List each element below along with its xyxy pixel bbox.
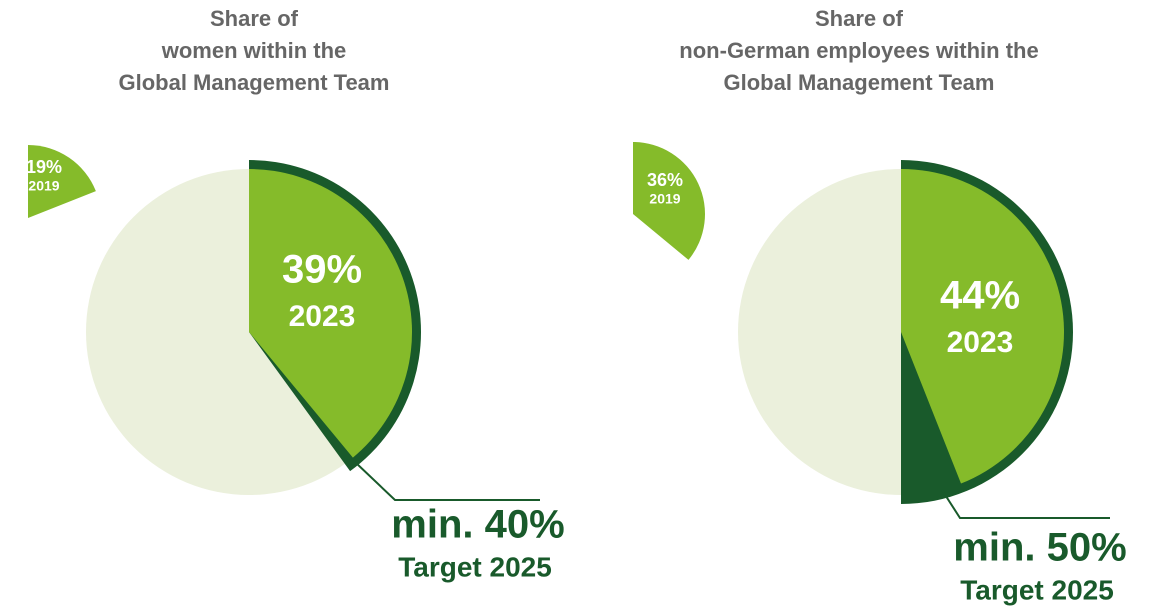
target-value-label: min. 50% xyxy=(953,526,1126,570)
chart-title: Global Management Team xyxy=(724,70,995,95)
chart-title: Share of xyxy=(210,6,299,31)
current-value-label: 39% xyxy=(282,248,362,292)
past-year-label: 2019 xyxy=(28,178,59,194)
current-year-label: 2023 xyxy=(947,326,1014,359)
past-year-label: 2019 xyxy=(649,191,680,207)
leader-line xyxy=(354,461,540,501)
chart-title: women within the xyxy=(161,38,347,63)
past-value-label: 36% xyxy=(647,170,683,190)
chart-title: Global Management Team xyxy=(119,70,390,95)
current-wedge xyxy=(249,169,413,458)
current-wedge xyxy=(901,169,1064,484)
chart-title: non-German employees within the xyxy=(679,38,1038,63)
target-year-label: Target 2025 xyxy=(398,551,552,582)
current-year-label: 2023 xyxy=(289,300,356,333)
target-year-label: Target 2025 xyxy=(960,574,1114,605)
target-value-label: min. 40% xyxy=(391,503,564,547)
leader-line xyxy=(941,489,1110,519)
past-wedge xyxy=(28,145,96,218)
chart-title: Share of xyxy=(815,6,904,31)
past-wedge xyxy=(633,142,705,260)
past-value-label: 19% xyxy=(26,157,62,177)
current-value-label: 44% xyxy=(940,274,1020,318)
